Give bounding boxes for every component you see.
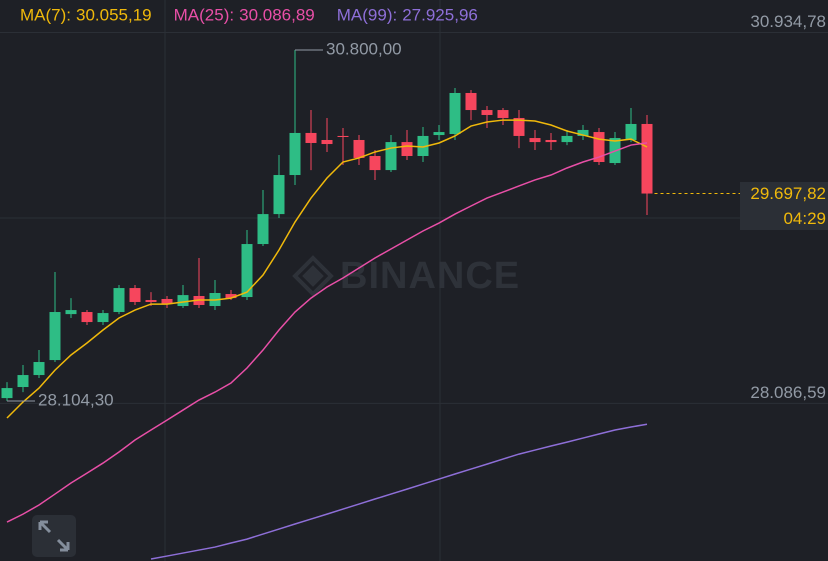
expand-icon[interactable]: [38, 520, 70, 552]
candle-body: [161, 298, 173, 305]
countdown: 04:29: [783, 209, 826, 228]
candle-body: [449, 92, 461, 134]
candle-body: [433, 132, 445, 136]
candle-body: [241, 244, 253, 298]
candle-body: [33, 362, 45, 376]
candle-body: [273, 175, 285, 215]
y-tick-label: 28.086,59: [750, 383, 826, 402]
legend-name: MA(7):: [20, 5, 71, 24]
legend-value: 30.055,19: [76, 5, 152, 24]
candle-body: [81, 312, 93, 323]
legend-value: 27.925,96: [402, 5, 478, 24]
annotation-label: 28.104,30: [38, 391, 114, 410]
candle-body: [497, 110, 509, 118]
candle-body: [401, 142, 413, 157]
candle-body: [385, 142, 397, 171]
candle-body: [113, 288, 125, 313]
last-price-label: 29.697,82: [750, 184, 826, 203]
watermark-text: BINANCE: [340, 255, 520, 297]
candle-body: [561, 135, 573, 143]
candle-body: [465, 92, 477, 111]
candle-body: [257, 214, 269, 245]
candle-body: [417, 135, 429, 157]
candle-body: [529, 138, 541, 143]
candle-body: [1, 388, 13, 399]
candle-body: [177, 295, 189, 307]
expand-button-bg[interactable]: [32, 515, 76, 557]
candle-body: [65, 310, 77, 315]
ma-line: [6, 142, 648, 523]
candle-body: [305, 132, 317, 143]
candle-body: [641, 123, 653, 194]
candle-body: [337, 135, 349, 137]
candle-body: [225, 294, 237, 299]
candle-body: [17, 375, 29, 388]
candle-body: [513, 117, 525, 136]
candle-body: [593, 132, 605, 162]
candle-body: [145, 300, 157, 302]
legend-name: MA(99):: [337, 5, 397, 24]
candle-body: [353, 139, 365, 158]
candle-body: [545, 139, 557, 143]
candle-body: [369, 156, 381, 171]
candle-body: [321, 139, 333, 145]
candle-body: [625, 123, 637, 140]
candle-body: [129, 288, 141, 302]
ma-line: [150, 423, 648, 560]
candle-body: [481, 110, 493, 115]
legend-value: 30.086,89: [239, 5, 315, 24]
expand-button[interactable]: [32, 515, 76, 557]
candle-body: [97, 313, 109, 323]
price-label-box: [740, 182, 828, 230]
candle-body: [577, 129, 589, 136]
annotation-label: 30.800,00: [326, 39, 402, 58]
candle-body: [49, 312, 61, 361]
legend-name: MA(25):: [174, 5, 234, 24]
ma-line: [6, 119, 648, 419]
watermark-logo: [292, 255, 334, 297]
candle-body: [289, 132, 301, 176]
y-tick-label: 30.934,78: [750, 12, 826, 31]
